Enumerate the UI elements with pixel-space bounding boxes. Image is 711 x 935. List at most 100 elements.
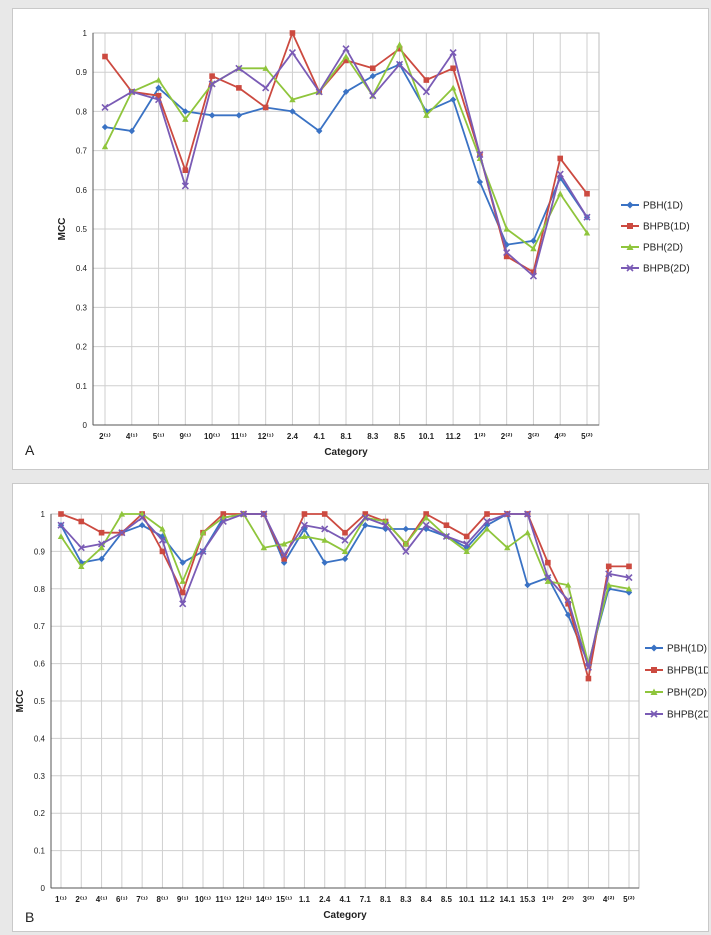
- x-tick-label: 11⁽¹⁾: [215, 895, 231, 904]
- data-point: [321, 511, 328, 517]
- x-tick-label: 2⁽²⁾: [562, 895, 574, 904]
- x-tick-label: 4⁽¹⁾: [126, 432, 138, 441]
- data-point: [98, 540, 106, 548]
- x-tick-label: 2.4: [319, 895, 331, 904]
- data-point: [300, 521, 308, 529]
- series-bhpb-2d-: [101, 45, 591, 280]
- data-point: [321, 525, 329, 533]
- data-point: [289, 96, 296, 103]
- data-point: [208, 112, 216, 119]
- x-tick-label: 2⁽¹⁾: [99, 432, 111, 441]
- data-point: [179, 559, 186, 566]
- data-point: [422, 514, 430, 521]
- data-point: [545, 559, 551, 566]
- x-tick-label: 2⁽²⁾: [501, 432, 513, 441]
- data-point: [301, 511, 308, 517]
- data-point: [557, 190, 564, 197]
- x-tick-label: 8.5: [394, 432, 406, 441]
- data-point: [154, 96, 163, 104]
- data-point: [181, 182, 189, 190]
- data-point: [182, 167, 189, 173]
- x-tick-label: 3⁽²⁾: [583, 895, 595, 904]
- data-point: [449, 84, 457, 91]
- data-point: [625, 574, 633, 582]
- data-point: [369, 92, 377, 100]
- y-tick-label: 0.3: [34, 772, 46, 781]
- x-tick-label: 12⁽¹⁾: [235, 895, 251, 904]
- data-point: [155, 76, 162, 83]
- y-tick-label: 0.2: [76, 343, 88, 352]
- x-tick-label: 15⁽¹⁾: [276, 895, 292, 904]
- y-tick-label: 0.1: [34, 847, 46, 856]
- data-point: [422, 521, 430, 529]
- data-point: [182, 108, 189, 115]
- data-point: [321, 536, 328, 543]
- x-tick-label: 4⁽²⁾: [603, 895, 615, 904]
- data-point: [179, 600, 187, 608]
- legend-marker: [626, 264, 634, 272]
- y-tick-label: 0.2: [34, 809, 46, 818]
- x-tick-label: 8.1: [340, 432, 352, 441]
- y-tick-label: 0.9: [34, 547, 46, 556]
- data-point: [155, 84, 162, 92]
- x-tick-label: 8.3: [400, 895, 412, 904]
- data-point: [483, 517, 491, 526]
- data-point: [422, 88, 430, 96]
- y-tick-label: 0.7: [76, 147, 88, 156]
- data-point: [341, 548, 349, 554]
- data-point: [179, 589, 186, 596]
- data-point: [530, 245, 537, 252]
- x-tick-label: 12⁽¹⁾: [258, 432, 274, 441]
- data-point: [585, 675, 592, 682]
- panel-label: B: [25, 909, 34, 925]
- y-tick-label: 0: [83, 421, 88, 430]
- x-tick-label: 2.4: [287, 432, 299, 441]
- data-point: [343, 57, 349, 64]
- data-point: [342, 529, 348, 536]
- y-tick-label: 0.7: [34, 622, 46, 631]
- data-point: [402, 525, 410, 533]
- legend-label: PBH(1D): [667, 644, 707, 655]
- y-tick-label: 1: [41, 510, 46, 519]
- data-point: [159, 548, 166, 555]
- data-point: [605, 570, 613, 578]
- data-point: [78, 518, 85, 525]
- legend-label: PBH(2D): [643, 243, 683, 254]
- data-point: [118, 529, 126, 537]
- y-tick-label: 1: [83, 29, 88, 38]
- data-point: [98, 529, 105, 536]
- data-point: [159, 525, 166, 532]
- chart-a-svg: 00.10.20.30.40.50.60.70.80.912⁽¹⁾ 4⁽¹⁾ 5⁽¹…: [25, 29, 690, 458]
- data-point: [476, 178, 484, 186]
- data-point: [260, 544, 268, 551]
- data-point: [395, 60, 404, 68]
- x-tick-label: 1⁽²⁾: [474, 432, 486, 441]
- data-point: [584, 663, 592, 671]
- data-point: [235, 112, 243, 119]
- data-point: [208, 80, 216, 88]
- x-tick-label: 15.3: [520, 895, 536, 904]
- data-point: [260, 510, 268, 518]
- x-tick-label: 4⁽²⁾: [554, 432, 566, 441]
- x-tick-label: 8.5: [441, 895, 453, 904]
- x-tick-label: 8.3: [367, 432, 379, 441]
- legend: PBH(1D) BHPB(1D PBH(2D) BHPB(2D: [645, 644, 708, 721]
- data-point: [182, 116, 189, 122]
- data-point: [605, 581, 612, 588]
- data-point: [341, 555, 349, 563]
- data-point: [342, 45, 350, 53]
- data-point: [443, 522, 450, 529]
- data-point: [235, 64, 243, 72]
- x-tick-label: 9⁽¹⁾: [177, 895, 189, 904]
- legend-marker: [650, 710, 658, 718]
- y-tick-label: 0.5: [76, 225, 88, 234]
- chart-panel-a: 0 0.1 0.2 0.3 0.4 0.5 0.6 0.7 0.8 0.9 1 2⁽¹⁾ 4⁽¹⁾ 5⁽¹…: [12, 8, 709, 470]
- y-axis-title: MCC: [15, 690, 26, 713]
- series-bhpb-2d-: [57, 510, 633, 671]
- x-tick-label: 8.4: [421, 895, 433, 904]
- x-tick-label: 10⁽¹⁾: [195, 895, 211, 904]
- data-point: [564, 581, 572, 588]
- x-tick-label: 14⁽¹⁾: [256, 895, 272, 904]
- data-point: [584, 190, 590, 197]
- data-point: [262, 65, 269, 71]
